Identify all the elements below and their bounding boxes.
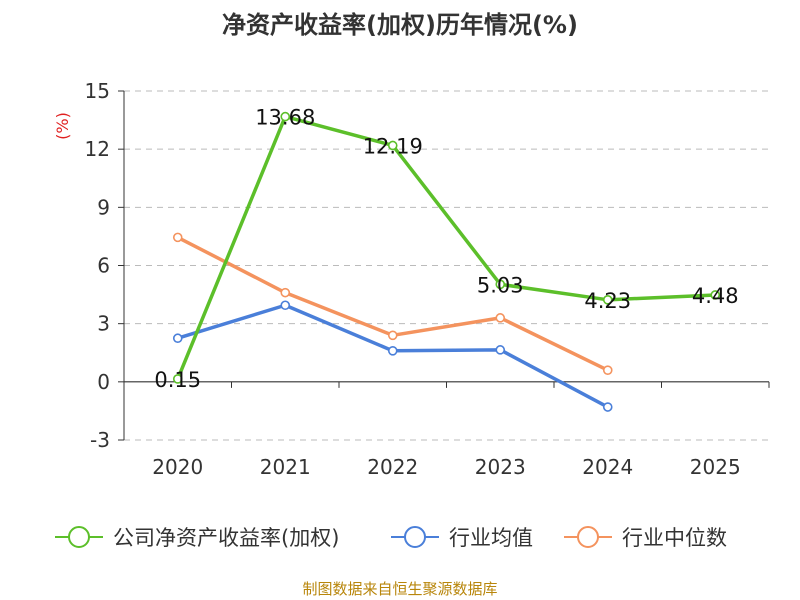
legend-marker-2: [577, 526, 599, 548]
y-tick-label: 3: [97, 312, 110, 336]
series-line-0: [176, 114, 716, 380]
series-point-1: [172, 333, 183, 344]
data-label: 13.68: [255, 106, 315, 130]
legend-marker-1: [404, 526, 426, 548]
series-line-1: [177, 303, 609, 409]
x-tick-label: 2024: [582, 455, 633, 479]
legend-marker-0: [68, 526, 90, 548]
y-tick-label: 15: [85, 79, 110, 103]
x-tick-label: 2022: [367, 455, 418, 479]
legend-label-1: 行业均值: [449, 526, 533, 550]
data-label: 5.03: [477, 273, 524, 297]
y-tick-label: 12: [85, 137, 110, 161]
data-labels: 0.15 13.68 12.19 5.03 4.23 4.48: [154, 106, 738, 392]
data-label: 0.15: [154, 368, 201, 392]
series-point-0: [495, 279, 506, 290]
x-tick-label: 2025: [690, 455, 741, 479]
series-point-2: [387, 330, 398, 341]
x-tick-label: 2020: [152, 455, 203, 479]
series-point-0: [710, 290, 721, 300]
grid-lines: [124, 90, 769, 441]
y-axis-label: (%): [53, 112, 72, 140]
source-note: 制图数据来自恒生聚源数据库: [302, 580, 497, 598]
chart-title: 净资产收益率(加权)历年情况(%): [222, 11, 578, 39]
series-point-1: [602, 402, 613, 412]
y-tick-label: 9: [97, 195, 110, 219]
series-point-2: [495, 313, 506, 323]
data-label: 12.19: [363, 134, 423, 158]
legend-label-2: 行业中位数: [622, 526, 727, 550]
series-point-0: [387, 140, 398, 151]
series-point-1: [387, 346, 398, 356]
series-point-2: [280, 287, 291, 298]
y-tick-label: 0: [97, 370, 110, 394]
series-point-2: [172, 232, 183, 243]
series-point-0: [172, 374, 183, 384]
axes: -3 0 3 6 9 12 15 2020 2021 2022 2023 2024 2025: [85, 79, 770, 479]
x-tick-label: 2023: [475, 455, 526, 479]
series-point-2: [602, 365, 613, 376]
y-tick-label: 6: [97, 254, 110, 278]
data-label: 4.48: [692, 284, 739, 308]
series-point-0: [602, 295, 613, 305]
series-point-1: [280, 300, 291, 311]
legend-label-0: 公司净资产收益率(加权): [113, 526, 339, 550]
x-tick-label: 2021: [260, 455, 311, 479]
series-point-1: [495, 345, 506, 355]
legend: 公司净资产收益率(加权) 行业均值 行业中位数: [55, 526, 727, 550]
y-tick-label: -3: [90, 428, 110, 452]
series-point-0: [280, 111, 291, 122]
series-layer: [172, 111, 721, 412]
data-label: 4.23: [584, 289, 631, 313]
